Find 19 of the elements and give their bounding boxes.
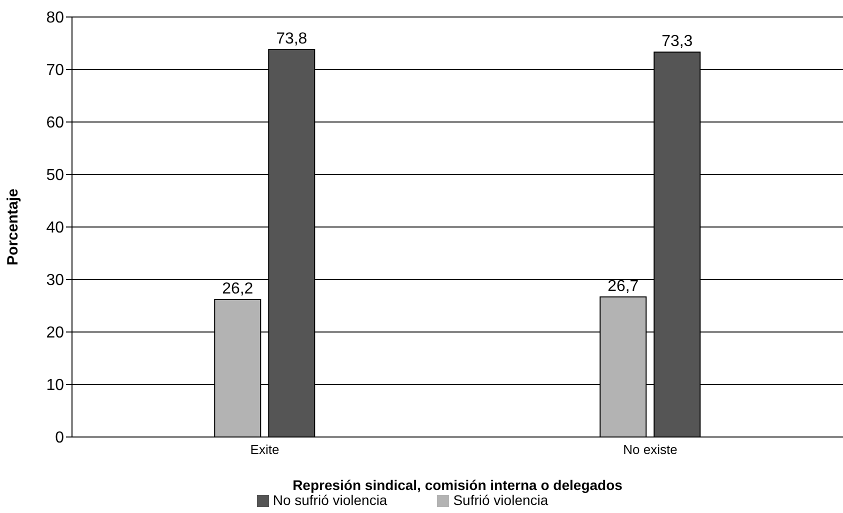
data-label: 26,7 xyxy=(608,278,639,295)
y-tick-label: 10 xyxy=(46,377,64,394)
x-tick-label: No existe xyxy=(623,442,678,458)
data-label: 73,8 xyxy=(276,30,308,48)
x-axis-title: Represión sindical, comisión interna o delegados xyxy=(292,477,623,493)
y-tick-label: 70 xyxy=(46,62,64,80)
data-label: 26,2 xyxy=(222,280,254,298)
y-axis-title: Porcentaje xyxy=(4,188,22,266)
y-tick-label: 60 xyxy=(46,114,64,132)
y-tick-label: 20 xyxy=(46,324,64,342)
x-tick-label: Exite xyxy=(250,442,280,458)
y-tick-label: 30 xyxy=(46,272,64,290)
data-label: 73,3 xyxy=(662,33,693,50)
legend-label: No sufrió violencia xyxy=(272,492,388,508)
y-tick-label: 80 xyxy=(46,10,64,27)
y-tick-label: 50 xyxy=(46,167,64,184)
y-tick-label: 40 xyxy=(46,220,64,237)
y-tick-label: 0 xyxy=(55,430,64,447)
legend-label: Sufrió violencia xyxy=(453,492,548,508)
